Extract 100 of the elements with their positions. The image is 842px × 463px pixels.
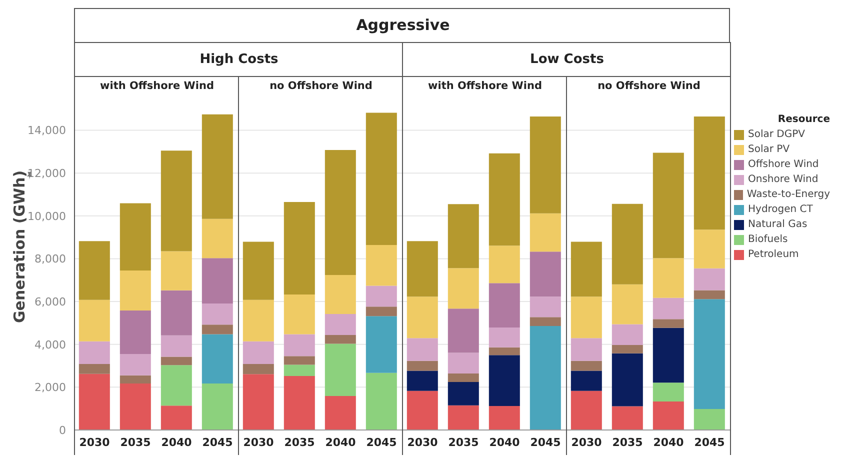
legend-label: Petroleum: [748, 249, 799, 260]
x-tick-label: 2040: [325, 436, 356, 449]
bar: [78, 364, 110, 374]
bar: [202, 324, 233, 334]
legend-label: Biofuels: [748, 234, 788, 245]
bar: [448, 382, 479, 406]
x-tick-label: 2030: [243, 436, 274, 449]
bar: [488, 283, 520, 328]
bar: [120, 203, 151, 270]
text: Aggressive: [74, 8, 731, 43]
legend-label: Waste-to-Energy: [746, 189, 830, 200]
bar: [366, 286, 397, 307]
bar: [202, 303, 233, 325]
bar: [160, 290, 192, 336]
chart-title: no Offshore Wind: [566, 76, 731, 96]
bar: [612, 284, 643, 324]
bar: [242, 374, 274, 430]
bar: [612, 345, 643, 354]
bar: [652, 258, 684, 298]
bar: [284, 294, 315, 334]
bar: [530, 213, 561, 252]
x-tick-label: 2045: [202, 436, 233, 449]
bar: [120, 310, 151, 354]
bar: [488, 153, 520, 246]
x-tick-label: 2035: [612, 436, 643, 449]
bar: [488, 347, 520, 356]
bar: [366, 316, 397, 373]
bar: [570, 360, 602, 371]
bar: [694, 409, 725, 430]
bar: [652, 402, 684, 430]
bar: [570, 370, 602, 391]
bar: [324, 344, 356, 396]
bar: [652, 298, 684, 320]
bar: [202, 334, 233, 384]
x-tick-label: 2045: [694, 436, 725, 449]
legend-label: Onshore Wind: [748, 174, 818, 185]
legend-label: Offshore Wind: [748, 159, 819, 170]
bar: [570, 338, 602, 361]
bar: [160, 365, 192, 406]
bar: [406, 370, 438, 391]
x-tick-label: 2030: [571, 436, 602, 449]
bar: [488, 246, 520, 284]
bar: [324, 150, 356, 275]
bar: [366, 372, 397, 430]
bar: [284, 364, 315, 376]
bar: [652, 152, 684, 258]
y-tick-label: 14,000: [28, 124, 66, 138]
legend-label: Hydrogen CT: [748, 204, 813, 215]
bar: [202, 384, 233, 430]
bar: [242, 364, 274, 374]
bar: [570, 296, 602, 338]
bar: [324, 274, 356, 314]
bar: [448, 204, 479, 268]
bar: [366, 112, 397, 246]
y-tick-label: 0: [59, 424, 66, 437]
bar: [488, 327, 520, 348]
bar: [448, 352, 479, 374]
chart-title: with Offshore Wind: [402, 76, 567, 96]
y-tick-label: 10,000: [28, 210, 66, 223]
x-tick-label: 2035: [284, 436, 315, 449]
bar: [324, 334, 356, 344]
bar: [406, 338, 438, 361]
bar: [694, 116, 725, 230]
bar: [488, 406, 520, 430]
bar: [202, 218, 233, 258]
bar: [242, 300, 274, 342]
x-tick-label: 2040: [653, 436, 684, 449]
chart-subtitle: Low Costs: [402, 42, 731, 77]
y-tick-label: 8,000: [34, 252, 66, 266]
bar: [324, 396, 356, 430]
bar: [612, 406, 643, 430]
bar: [284, 356, 315, 365]
x-tick-label: 2030: [407, 436, 438, 449]
bar: [652, 328, 684, 383]
bar: [448, 405, 479, 430]
bar: [448, 268, 479, 309]
bar: [530, 116, 561, 214]
chart-title: no Offshore Wind: [238, 76, 403, 96]
bar: [694, 268, 725, 290]
bar: [366, 245, 397, 286]
y-tick-label: 2,000: [34, 381, 66, 394]
bar: [366, 306, 397, 316]
bar: [530, 296, 561, 318]
bar: [530, 317, 561, 326]
bar: [694, 230, 725, 268]
bar: [530, 252, 561, 297]
bar: [406, 360, 438, 371]
bar: [284, 334, 315, 356]
bar: [612, 324, 643, 345]
bar: [78, 341, 110, 364]
x-tick-label: 2030: [79, 436, 110, 449]
bar: [406, 296, 438, 338]
bar: [652, 382, 684, 402]
x-tick-label: 2040: [161, 436, 192, 449]
chart-subtitle: High Costs: [74, 42, 403, 77]
y-tick-label: 4,000: [34, 338, 66, 352]
bar: [694, 299, 725, 410]
bar: [242, 341, 274, 364]
bar: [242, 242, 274, 300]
bar: [78, 300, 110, 342]
